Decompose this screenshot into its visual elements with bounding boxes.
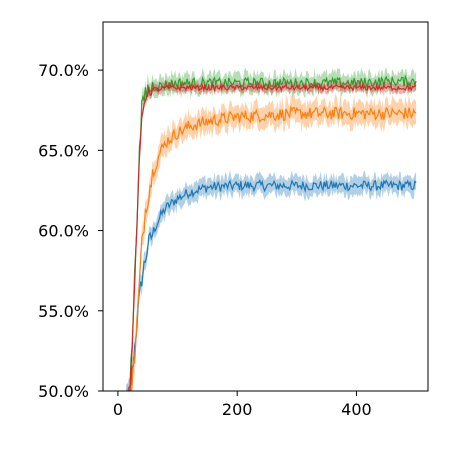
y-axis: 50.0% 55.0% 60.0% 65.0% 70.0% bbox=[38, 61, 103, 401]
y-tick-label: 60.0% bbox=[38, 222, 89, 241]
series-0-line bbox=[127, 178, 417, 391]
y-tick-label: 50.0% bbox=[38, 382, 89, 401]
series-3 bbox=[127, 79, 417, 391]
x-tick-label: 0 bbox=[113, 400, 123, 419]
x-axis: 0 200 400 bbox=[113, 391, 372, 419]
series-3-line bbox=[128, 83, 417, 391]
series-1-line bbox=[131, 105, 417, 391]
series-layer bbox=[125, 67, 417, 391]
y-tick-label: 70.0% bbox=[38, 61, 89, 80]
y-tick-label: 65.0% bbox=[38, 141, 89, 160]
series-2-line bbox=[129, 74, 417, 391]
y-tick-label: 55.0% bbox=[38, 302, 89, 321]
series-0 bbox=[125, 169, 417, 391]
series-2 bbox=[128, 67, 417, 391]
series-1 bbox=[126, 93, 417, 391]
x-tick-label: 200 bbox=[222, 400, 253, 419]
plot-frame bbox=[102, 21, 429, 392]
x-tick-label: 400 bbox=[341, 400, 372, 419]
